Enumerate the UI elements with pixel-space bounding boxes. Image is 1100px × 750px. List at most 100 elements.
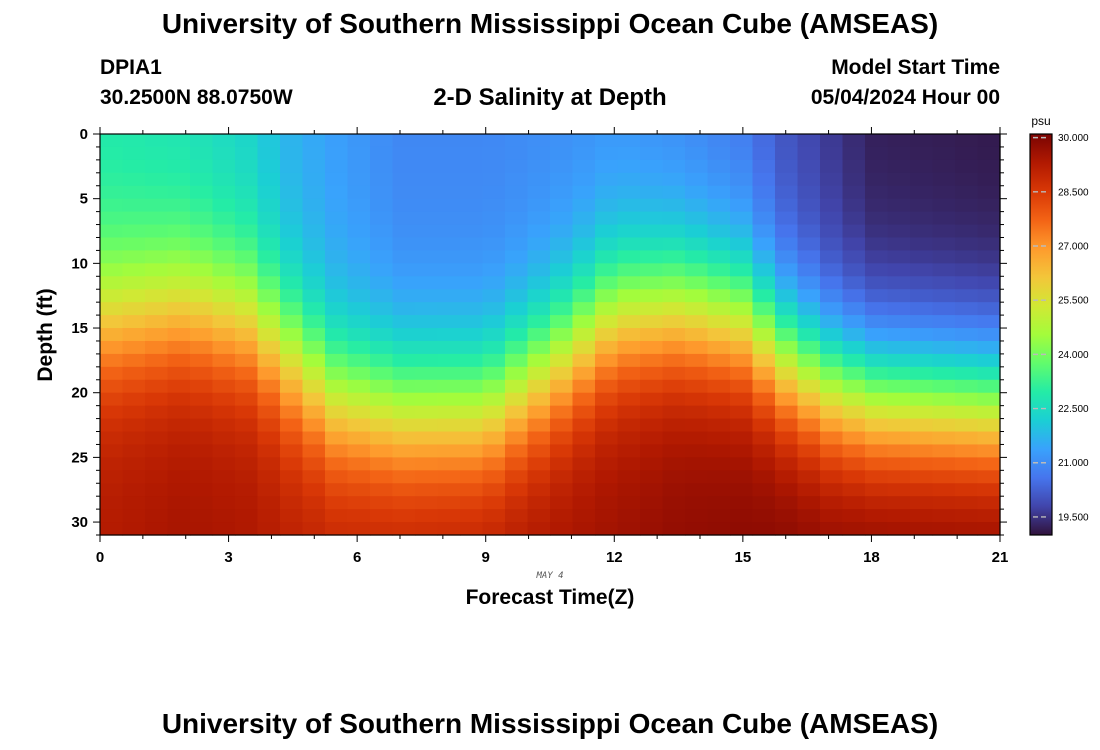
heatmap-cell: [527, 509, 551, 523]
heatmap-cell: [257, 276, 281, 290]
heatmap-cell: [595, 470, 619, 484]
heatmap-cell: [842, 353, 866, 368]
heatmap-cell: [752, 185, 776, 200]
heatmap-cell: [820, 134, 844, 148]
heatmap-cell: [145, 457, 169, 471]
heatmap-cell: [572, 263, 596, 277]
heatmap-cell: [820, 315, 844, 329]
heatmap-cell: [910, 392, 934, 407]
heatmap-cell: [775, 328, 799, 342]
heatmap-cell: [257, 185, 281, 200]
heatmap-cell: [235, 211, 259, 226]
heatmap-cell: [460, 457, 484, 471]
heatmap-cell: [257, 198, 281, 213]
heatmap-cell: [100, 211, 124, 226]
heatmap-cell: [707, 328, 731, 342]
heatmap-cell: [235, 392, 259, 407]
heatmap-cell: [347, 172, 371, 187]
heatmap-cell: [820, 263, 844, 277]
heatmap-cell: [977, 302, 1001, 316]
heatmap-cell: [865, 392, 889, 407]
heatmap-cell: [550, 198, 574, 213]
heatmap-cell: [482, 522, 506, 536]
heatmap-cell: [865, 340, 889, 355]
heatmap-cell: [820, 185, 844, 200]
heatmap-cell: [122, 289, 146, 303]
heatmap-cell: [325, 522, 349, 536]
heatmap-cell: [302, 509, 326, 523]
heatmap-cell: [685, 146, 709, 161]
heatmap-cell: [572, 185, 596, 200]
heatmap-cell: [122, 185, 146, 200]
heatmap-cell: [235, 185, 259, 200]
heatmap-cell: [865, 366, 889, 381]
heatmap-cell: [932, 134, 956, 148]
heatmap-cell: [572, 237, 596, 252]
heatmap-cell: [167, 418, 191, 433]
heatmap-cell: [662, 276, 686, 290]
heatmap-cell: [190, 496, 214, 510]
heatmap-cell: [797, 379, 821, 394]
heatmap-cell: [482, 328, 506, 342]
heatmap-cell: [572, 444, 596, 458]
heatmap-cell: [235, 224, 259, 239]
heatmap-cell: [325, 237, 349, 252]
heatmap-cell: [212, 198, 236, 213]
y-tick-label: 15: [71, 320, 88, 337]
heatmap-cell: [685, 224, 709, 239]
heatmap-cell: [370, 315, 394, 329]
heatmap-cell: [752, 302, 776, 316]
heatmap-cell: [685, 134, 709, 148]
x-tick-label: 9: [482, 549, 490, 566]
heatmap-cell: [640, 237, 664, 252]
heatmap-cell: [730, 302, 754, 316]
heatmap-cell: [302, 159, 326, 174]
x-axis: 0 3 6 9 12 15 18 21: [96, 127, 1008, 566]
heatmap-cell: [707, 315, 731, 329]
heatmap-cell: [280, 276, 304, 290]
heatmap-cell: [212, 237, 236, 252]
heatmap-cell: [820, 496, 844, 510]
heatmap-cell: [460, 418, 484, 433]
heatmap-cell: [977, 172, 1001, 187]
heatmap-cell: [302, 134, 326, 148]
heatmap-cell: [887, 328, 911, 342]
heatmap-cell: [392, 379, 416, 394]
heatmap-cell: [145, 483, 169, 497]
colorbar-unit-label: psu: [1031, 114, 1050, 128]
heatmap-cell: [100, 185, 124, 200]
heatmap-cell: [640, 431, 664, 446]
heatmap-cell: [820, 366, 844, 381]
heatmap-cell: [370, 444, 394, 458]
heatmap-cell: [595, 444, 619, 458]
heatmap-cell: [302, 522, 326, 536]
heatmap-cell: [212, 146, 236, 161]
heatmap-cell: [550, 509, 574, 523]
heatmap-cell: [730, 289, 754, 303]
heatmap-cell: [505, 418, 529, 433]
heatmap-cell: [392, 509, 416, 523]
heatmap-cell: [550, 392, 574, 407]
heatmap-cell: [640, 328, 664, 342]
heatmap-cell: [572, 509, 596, 523]
heatmap-cell: [100, 302, 124, 316]
heatmap-cell: [752, 444, 776, 458]
heatmap-cell: [550, 250, 574, 264]
heatmap-cell: [797, 250, 821, 264]
heatmap-cell: [257, 353, 281, 368]
heatmap-cell: [977, 134, 1001, 148]
heatmap-cell: [460, 224, 484, 239]
heatmap-cell: [527, 146, 551, 161]
heatmap-cell: [257, 159, 281, 174]
heatmap-cell: [550, 315, 574, 329]
heatmap-cell: [235, 263, 259, 277]
heatmap-cell: [662, 509, 686, 523]
heatmap-cell: [977, 379, 1001, 394]
heatmap-cell: [100, 146, 124, 161]
heatmap-cell: [505, 237, 529, 252]
heatmap-cell: [550, 366, 574, 381]
y-tick-label: 30: [71, 514, 88, 531]
heatmap-cell: [595, 172, 619, 187]
heatmap-cell: [797, 328, 821, 342]
heatmap-cell: [437, 263, 461, 277]
